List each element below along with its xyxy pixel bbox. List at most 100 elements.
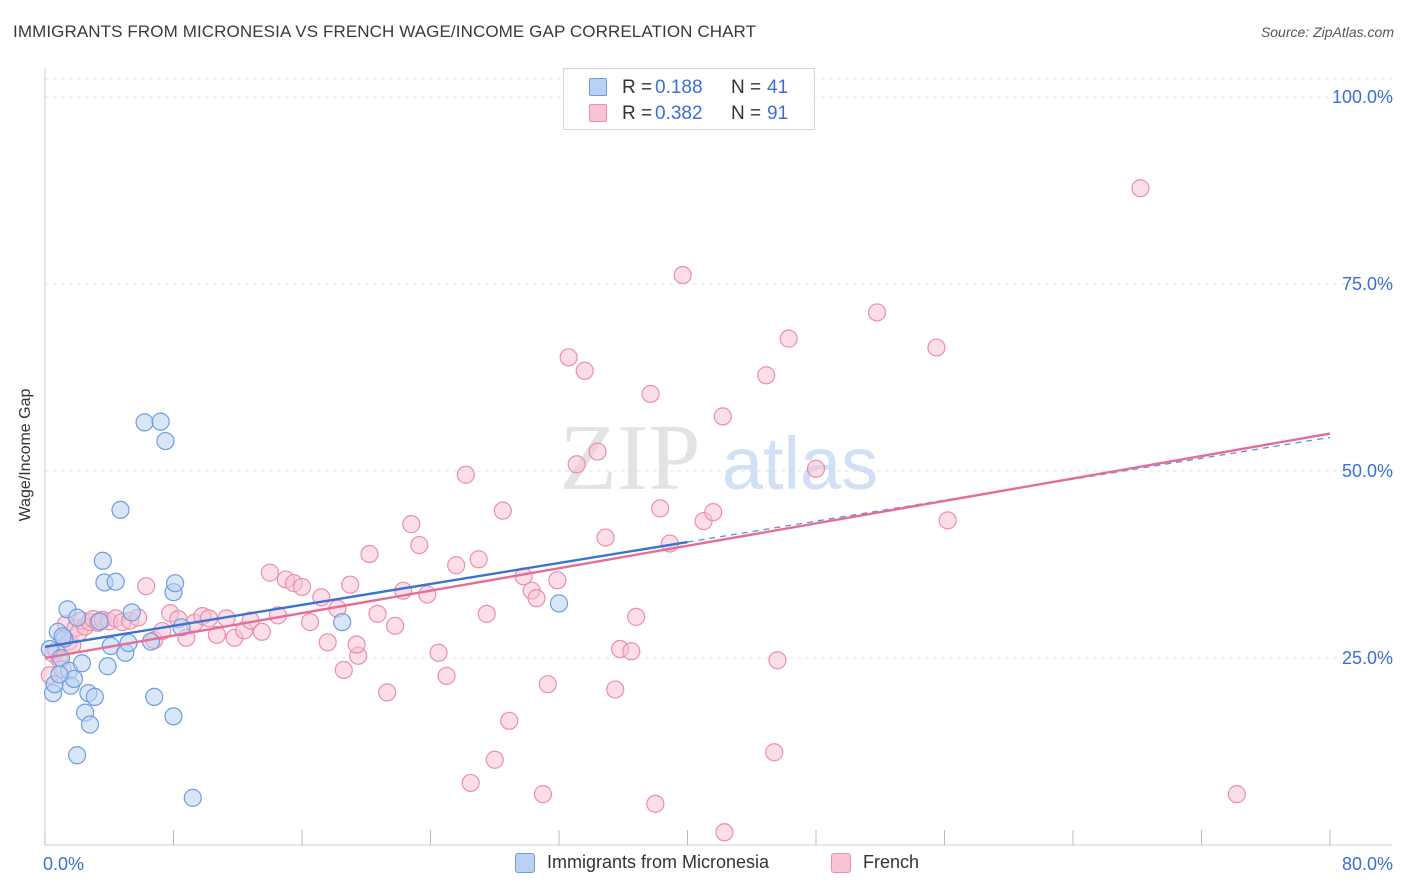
french-point — [1227, 785, 1246, 804]
gridlines — [45, 78, 1392, 659]
french-point — [469, 550, 488, 569]
micronesia-point — [111, 500, 130, 519]
french-point — [938, 511, 957, 530]
french-point — [360, 544, 379, 564]
french-point — [548, 571, 567, 590]
french-point — [806, 459, 826, 478]
french-point — [713, 407, 732, 426]
n-value: 41 — [767, 77, 789, 98]
r-label: R = — [622, 103, 653, 124]
n-label: N = — [731, 77, 762, 98]
french-point — [704, 503, 723, 522]
french-points — [40, 179, 1246, 842]
micronesia-point — [333, 612, 352, 632]
french-point — [437, 666, 456, 686]
n-value: 91 — [767, 103, 789, 124]
x-tick-label: 80.0% — [1342, 854, 1393, 874]
micronesia-point — [90, 612, 109, 631]
french-point — [368, 604, 387, 623]
french-point — [429, 643, 448, 662]
french-point — [927, 338, 946, 357]
french-point — [533, 785, 553, 804]
french-point — [461, 773, 480, 793]
y-tick-label: 75.0% — [1342, 274, 1393, 294]
legend-label-french: French — [863, 852, 920, 872]
french-point — [596, 528, 615, 547]
french-point — [318, 633, 337, 652]
french-point — [207, 625, 226, 644]
trend-lines — [44, 432, 1331, 660]
french-point — [867, 303, 887, 322]
french-point — [334, 660, 353, 680]
y-tick-label: 25.0% — [1342, 648, 1393, 668]
micronesia-point — [183, 788, 202, 807]
french-point — [378, 683, 397, 702]
french-point — [673, 265, 692, 285]
french-point — [715, 823, 734, 842]
french-point — [252, 622, 271, 641]
french-point — [485, 750, 504, 769]
micronesia-point — [549, 594, 569, 613]
french-point — [567, 455, 586, 474]
r-label: R = — [622, 77, 653, 98]
french-point — [575, 361, 594, 380]
x-tick-label: 0.0% — [43, 854, 84, 874]
french-point — [386, 616, 405, 635]
french-point — [456, 465, 475, 484]
blue-swatch — [515, 853, 535, 873]
french-point — [300, 612, 320, 632]
french-point — [641, 384, 660, 404]
micronesia-trend-extension — [687, 436, 1331, 543]
french-point — [765, 743, 784, 762]
micronesia-point — [145, 687, 164, 706]
french-point — [651, 499, 670, 518]
french-point — [347, 635, 366, 654]
pink-swatch — [589, 104, 607, 122]
y-tick-label: 100.0% — [1332, 87, 1393, 107]
french-point — [606, 680, 625, 699]
french-point — [559, 348, 578, 367]
micronesia-trend-line — [44, 540, 688, 648]
french-point — [341, 575, 360, 594]
micronesia-point — [68, 746, 87, 765]
micronesia-point — [50, 665, 69, 684]
french-point — [410, 535, 429, 555]
french-point — [757, 366, 776, 385]
stats-legend: R = 0.188 N = 41 R = 0.382 N = 91 — [563, 68, 815, 130]
pink-swatch — [831, 853, 851, 873]
source-label: Source: ZipAtlas.com — [1260, 24, 1394, 40]
micronesia-point — [135, 413, 154, 432]
micronesia-point — [93, 551, 112, 570]
micronesia-point — [156, 431, 175, 451]
watermark-atlas: atlas — [722, 422, 878, 505]
y-tick-label: 50.0% — [1342, 461, 1393, 481]
french-point — [500, 711, 519, 730]
french-point — [418, 585, 437, 604]
french-point — [477, 604, 496, 623]
micronesia-point — [98, 657, 117, 676]
french-point — [447, 556, 466, 575]
tick-labels: 25.0% 50.0% 75.0% 100.0% 0.0% 80.0% — [43, 87, 1393, 874]
french-point — [137, 577, 156, 596]
french-point — [260, 563, 279, 582]
r-value: 0.188 — [655, 77, 703, 98]
micronesia-point — [80, 715, 100, 734]
french-point — [626, 607, 646, 626]
chart-title: IMMIGRANTS FROM MICRONESIA VS FRENCH WAG… — [13, 22, 757, 41]
micronesia-point — [68, 608, 87, 627]
french-point — [538, 675, 557, 694]
micronesia-points — [40, 412, 569, 807]
blue-swatch — [589, 78, 607, 96]
french-point — [402, 515, 421, 534]
french-point — [493, 501, 512, 520]
micronesia-point — [164, 707, 183, 726]
french-point — [646, 794, 665, 813]
french-point — [779, 329, 798, 348]
micronesia-point — [166, 574, 185, 593]
french-trend-line — [44, 432, 1331, 660]
micronesia-point — [122, 603, 141, 622]
french-point — [527, 589, 546, 608]
r-value: 0.382 — [655, 103, 703, 124]
french-point — [1131, 179, 1150, 198]
